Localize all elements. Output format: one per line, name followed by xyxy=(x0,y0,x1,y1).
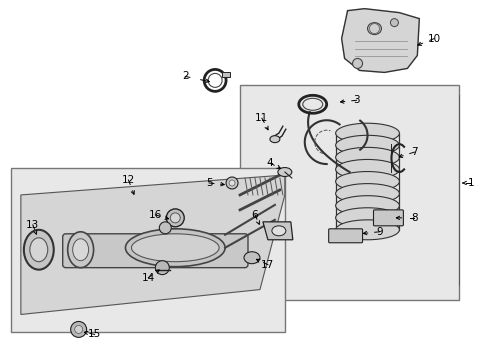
Circle shape xyxy=(353,58,363,68)
Ellipse shape xyxy=(131,234,219,262)
Text: 1: 1 xyxy=(468,178,474,188)
Circle shape xyxy=(166,209,184,227)
Text: 3: 3 xyxy=(353,95,360,105)
Bar xyxy=(11,168,285,332)
Ellipse shape xyxy=(336,220,399,240)
Polygon shape xyxy=(263,222,293,240)
Text: 12: 12 xyxy=(122,175,135,185)
Ellipse shape xyxy=(336,184,399,203)
FancyBboxPatch shape xyxy=(373,210,403,226)
Circle shape xyxy=(155,261,169,275)
Circle shape xyxy=(369,24,379,33)
Ellipse shape xyxy=(336,135,399,155)
Circle shape xyxy=(71,321,87,337)
Ellipse shape xyxy=(368,23,382,35)
Circle shape xyxy=(74,325,83,333)
Text: 14: 14 xyxy=(142,273,155,283)
Polygon shape xyxy=(21,175,285,315)
Ellipse shape xyxy=(125,229,225,267)
Text: 2: 2 xyxy=(182,71,189,81)
Bar xyxy=(240,85,459,300)
Text: 11: 11 xyxy=(255,113,269,123)
Text: 8: 8 xyxy=(411,213,417,223)
Ellipse shape xyxy=(336,171,399,192)
Ellipse shape xyxy=(244,252,260,264)
Text: 16: 16 xyxy=(149,210,162,220)
Ellipse shape xyxy=(336,196,399,216)
Ellipse shape xyxy=(336,147,399,167)
Ellipse shape xyxy=(24,230,54,270)
Ellipse shape xyxy=(336,123,399,143)
Text: 15: 15 xyxy=(88,329,101,339)
Text: 5: 5 xyxy=(206,178,213,188)
Ellipse shape xyxy=(391,19,398,27)
Text: 7: 7 xyxy=(411,147,417,157)
Text: 6: 6 xyxy=(252,210,258,220)
Text: 10: 10 xyxy=(428,33,441,44)
Bar xyxy=(222,72,230,77)
Ellipse shape xyxy=(73,239,89,261)
Ellipse shape xyxy=(336,208,399,228)
FancyBboxPatch shape xyxy=(63,234,248,268)
FancyBboxPatch shape xyxy=(329,229,363,243)
Ellipse shape xyxy=(68,232,94,268)
Ellipse shape xyxy=(272,226,286,236)
Polygon shape xyxy=(342,9,419,72)
Ellipse shape xyxy=(30,238,48,262)
Text: 13: 13 xyxy=(26,220,40,230)
Ellipse shape xyxy=(278,167,292,176)
Text: 17: 17 xyxy=(261,260,274,270)
Circle shape xyxy=(159,222,171,234)
Text: 9: 9 xyxy=(376,227,383,237)
Circle shape xyxy=(171,213,180,223)
Ellipse shape xyxy=(336,159,399,179)
Ellipse shape xyxy=(270,136,280,143)
Circle shape xyxy=(229,180,235,186)
Circle shape xyxy=(226,177,238,189)
Text: 4: 4 xyxy=(267,158,273,168)
